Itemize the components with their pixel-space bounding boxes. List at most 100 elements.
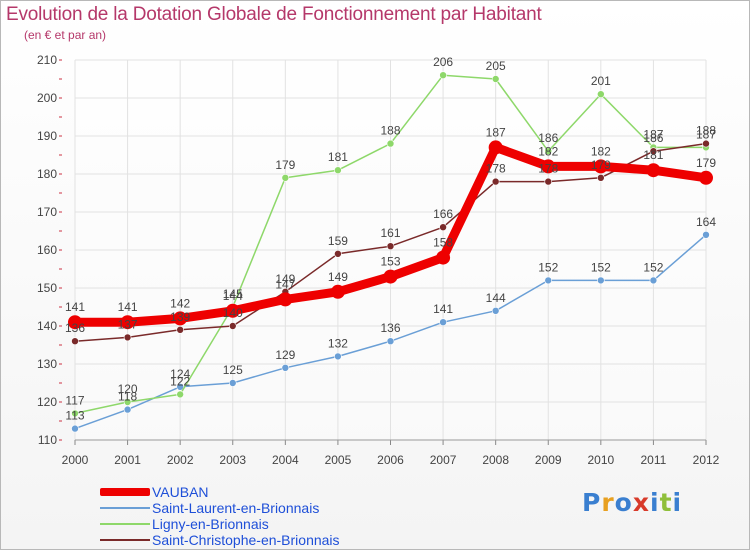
data-label-vauban: 147 [275,277,295,291]
legend-label-saint-christophe: Saint-Christophe-en-Brionnais [152,532,340,548]
data-point-vauban [593,159,608,174]
series-saint-christophe-en-brionnais [71,139,710,346]
data-label-saint-christophe-en-brionnais: 149 [275,272,295,286]
data-point-saint-christophe-en-brionnais [71,337,79,346]
data-point-saint-laurent-en-brionnais [386,337,395,346]
data-point-saint-christophe-en-brionnais [544,177,553,186]
proxiti-logo: Proxiti [582,488,682,517]
data-point-vauban [225,303,240,318]
data-point-saint-laurent-en-brionnais [702,231,710,239]
chart-subtitle: (en € et par an) [24,28,107,42]
y-tick-label: 200 [37,91,57,105]
data-point-vauban [330,284,345,299]
data-label-saint-laurent-en-brionnais: 152 [591,260,611,274]
data-label-saint-laurent-en-brionnais: 141 [433,302,453,316]
data-point-saint-christophe-en-brionnais [123,333,132,342]
logo-letter: i [672,488,683,517]
data-label-saint-christophe-en-brionnais: 178 [538,162,558,176]
y-tick-label: 160 [37,243,57,257]
series-vauban [68,140,713,330]
data-point-ligny-en-brionnais [123,398,132,406]
data-label-saint-laurent-en-brionnais: 164 [696,215,716,229]
data-label-ligny-en-brionnais: 181 [328,150,348,164]
legend-swatch-saint-laurent [100,507,150,509]
y-tick-label: 170 [37,205,57,219]
data-label-vauban: 149 [328,270,348,284]
data-point-saint-christophe-en-brionnais [597,174,605,182]
data-label-ligny-en-brionnais: 187 [696,127,716,141]
data-point-vauban [278,292,293,307]
data-point-vauban [699,170,713,185]
x-tick-label: 2004 [272,453,299,467]
data-point-saint-laurent-en-brionnais [228,379,237,387]
x-tick-label: 2006 [377,453,404,467]
data-point-saint-laurent-en-brionnais [439,318,447,327]
data-label-vauban: 153 [380,255,400,269]
data-label-vauban: 187 [486,125,506,139]
x-tick-label: 2005 [325,453,352,467]
data-point-saint-christophe-en-brionnais [228,322,237,330]
data-label-ligny-en-brionnais: 205 [486,59,506,73]
data-label-saint-christophe-en-brionnais: 166 [433,207,453,221]
logo-letter: t [659,488,673,517]
legend-label-saint-laurent: Saint-Laurent-en-Brionnais [152,500,320,516]
series-saint-laurent-en-brionnais [71,231,710,433]
data-point-vauban [383,269,398,284]
x-tick-label: 2007 [430,453,457,467]
data-label-ligny-en-brionnais: 188 [380,124,400,138]
data-label-saint-laurent-en-brionnais: 144 [486,291,506,305]
data-label-vauban: 182 [591,144,611,158]
data-label-saint-laurent-en-brionnais: 125 [223,363,243,377]
data-point-saint-laurent-en-brionnais [649,276,658,285]
x-tick-label: 2002 [167,453,194,467]
data-label-saint-laurent-en-brionnais: 129 [275,348,295,362]
data-label-vauban: 181 [643,148,663,162]
legend-label-ligny: Ligny-en-Brionnais [152,516,269,532]
data-label-vauban: 141 [65,300,85,314]
y-tick-label: 190 [37,129,57,143]
data-label-saint-christophe-en-brionnais: 140 [223,306,243,320]
logo-letter: P [582,488,602,517]
logo-letter: o [614,488,633,517]
data-point-vauban [488,140,503,155]
data-point-saint-laurent-en-brionnais [334,352,342,361]
x-tick-label: 2001 [114,453,141,467]
legend-label-vauban: VAUBAN [152,484,209,500]
x-tick-label: 2008 [482,453,509,467]
data-label-saint-laurent-en-brionnais: 113 [65,409,84,423]
data-point-vauban [436,250,451,265]
data-point-saint-christophe-en-brionnais [439,223,447,231]
x-tick-label: 2003 [219,453,246,467]
data-point-ligny-en-brionnais [544,147,553,155]
data-label-vauban: 182 [538,144,558,158]
data-label-ligny-en-brionnais: 120 [118,382,138,396]
x-tick-label: 2010 [587,453,614,467]
data-label-vauban: 158 [433,236,453,250]
y-tick-label: 210 [37,53,57,67]
data-point-saint-laurent-en-brionnais [176,382,184,391]
data-point-saint-laurent-en-brionnais [491,306,500,315]
data-label-ligny-en-brionnais: 117 [65,393,84,407]
data-point-vauban [68,315,82,330]
series-ligny-en-brionnais [71,71,710,418]
x-tick-label: 2000 [62,453,89,467]
data-point-ligny-en-brionnais [176,390,184,399]
chart-title: Evolution de la Dotation Globale de Fonc… [6,4,542,25]
data-label-saint-laurent-en-brionnais: 118 [118,390,137,404]
data-point-ligny-en-brionnais [71,409,79,418]
data-label-saint-christophe-en-brionnais: 137 [118,317,138,331]
data-point-saint-christophe-en-brionnais [649,147,658,155]
data-label-vauban: 142 [170,296,190,310]
data-point-saint-laurent-en-brionnais [71,424,79,433]
data-label-ligny-en-brionnais: 206 [433,55,453,69]
x-tick-label: 2012 [693,453,720,467]
data-point-saint-laurent-en-brionnais [597,276,605,285]
data-label-saint-christophe-en-brionnais: 188 [696,124,716,138]
data-point-saint-christophe-en-brionnais [491,177,500,186]
data-label-saint-laurent-en-brionnais: 132 [328,336,348,350]
y-tick-label: 150 [37,281,57,295]
logo-letter: r [601,488,615,517]
x-tick-label: 2011 [641,453,667,467]
legend-swatch-ligny [100,523,150,525]
